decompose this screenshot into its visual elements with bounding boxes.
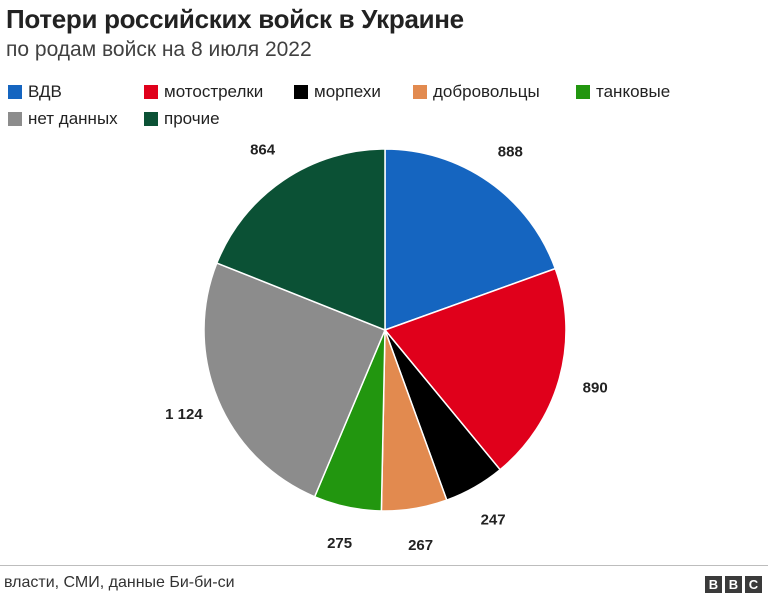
legend-item: добровольцы [413,82,540,102]
pie-slice [383,267,567,471]
pie-slice [215,148,386,332]
chart-subtitle: по родам войск на 8 июля 2022 [6,38,312,61]
legend: ВДВ мотострелки морпехи добровольцы танковые… [8,82,758,132]
legend-swatch [8,112,22,126]
data-label: 247 [481,511,506,528]
data-label: 864 [250,142,276,159]
legend-item: морпехи [294,82,381,102]
chart-title: Потери российских войск в Украине [6,4,464,34]
data-label: 267 [408,537,433,554]
bbc-logo: B B C [705,576,762,593]
legend-label: добровольцы [433,82,540,101]
bbc-logo-letter: C [745,576,762,593]
bbc-logo-letter: B [705,576,722,593]
legend-item: танковые [576,82,670,102]
footer-divider [0,565,768,566]
legend-label: нет данных [28,109,118,128]
legend-swatch [8,85,22,99]
legend-item: ВДВ [8,82,62,102]
pie-slice [203,262,386,498]
legend-item: мотострелки [144,82,263,102]
source-note: власти, СМИ, данные Би-би-си [4,574,235,591]
legend-swatch [576,85,590,99]
legend-label: прочие [164,109,220,128]
legend-swatch [144,112,158,126]
pie-slice [384,148,557,332]
legend-label: ВДВ [28,82,62,101]
legend-label: мотострелки [164,82,264,101]
legend-label: танковые [596,82,671,101]
legend-item: нет данных [8,109,118,129]
data-label: 888 [498,144,523,161]
legend-label: морпехи [314,82,381,101]
data-label: 890 [583,380,608,397]
legend-swatch [144,85,158,99]
bbc-logo-letter: B [725,576,742,593]
data-label: 1 124 [165,406,203,423]
data-label: 275 [327,535,352,552]
legend-swatch [294,85,308,99]
legend-swatch [413,85,427,99]
legend-item: прочие [144,109,220,129]
